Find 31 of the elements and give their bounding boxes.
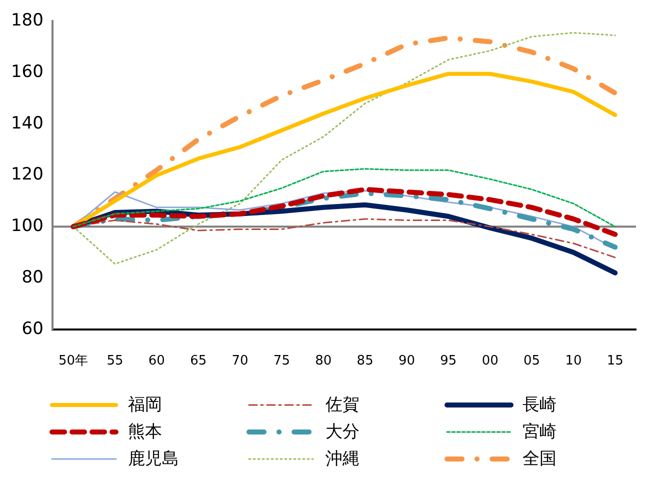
- x-tick-label: 95: [440, 354, 457, 369]
- x-tick-label: 55: [106, 354, 124, 369]
- x-tick-label: 65: [190, 354, 207, 369]
- y-tick-label: 160: [10, 62, 44, 82]
- x-tick-label: 85: [356, 354, 374, 369]
- legend-label: 宮崎: [522, 421, 557, 443]
- y-tick-label: 100: [10, 216, 44, 236]
- y-tick-label: 80: [22, 267, 44, 288]
- y-tick-label: 120: [10, 164, 44, 185]
- x-tick-label: 00: [482, 354, 498, 369]
- legend-label: 熊本: [128, 421, 162, 443]
- x-tick-label: 75: [273, 354, 290, 369]
- y-tick-label: 180: [10, 10, 44, 31]
- x-tick-label: 60: [148, 354, 165, 369]
- x-tick-label: 90: [398, 354, 416, 369]
- legend-label: 佐賀: [325, 394, 360, 416]
- legend-label: 福岡: [128, 394, 162, 416]
- x-tick-label: 05: [524, 354, 540, 369]
- x-tick-label: 70: [232, 354, 248, 369]
- x-tick-label: 80: [315, 354, 332, 369]
- legend-label: 鹿児島: [128, 448, 179, 470]
- line-series: [72, 168, 616, 228]
- y-tick-label: 60: [22, 318, 44, 339]
- legend-label: 大分: [325, 421, 360, 443]
- y-tick-label: 140: [10, 113, 44, 134]
- x-tick-label: 10: [565, 354, 582, 369]
- x-tick-label: 50年: [58, 354, 88, 369]
- legend-label: 全国: [522, 448, 557, 470]
- x-tick-label: 15: [606, 354, 624, 369]
- legend-label: 長崎: [522, 394, 557, 416]
- legend-label: 沖縄: [325, 448, 360, 470]
